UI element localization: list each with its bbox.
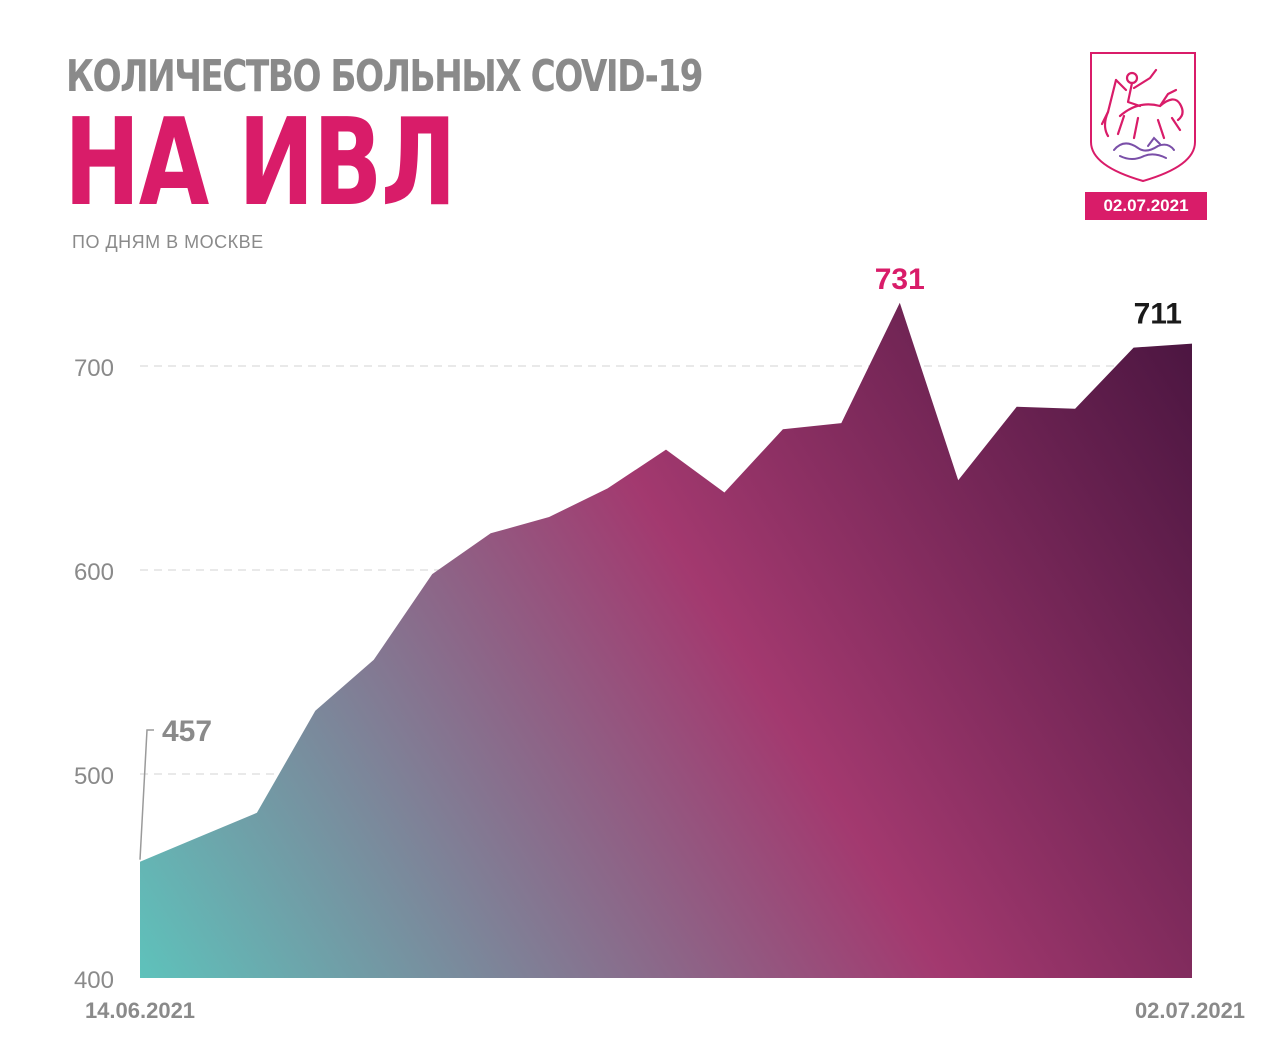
y-tick-label-500: 500 [74, 763, 114, 790]
data-point-3 [314, 709, 317, 712]
y-tick-label-400: 400 [74, 967, 114, 994]
annotation-leader-457 [139, 729, 154, 860]
chart-subtitle: ПО ДНЯМ В МОСКВЕ [72, 232, 264, 252]
data-point-2 [255, 811, 258, 814]
data-point-7 [548, 515, 551, 518]
date-badge: 02.07.2021 [1085, 192, 1207, 220]
data-point-0 [139, 860, 142, 863]
data-point-13 [898, 301, 901, 304]
data-point-11 [781, 428, 784, 431]
chart-title-top: КОЛИЧЕСТВО БОЛЬНЫХ COVID-19 [66, 51, 704, 102]
moscow-coat-of-arms-icon [1090, 52, 1196, 183]
data-point-9 [665, 448, 668, 451]
series-area [140, 302, 1192, 978]
data-point-8 [606, 487, 609, 490]
data-point-14 [957, 479, 960, 482]
data-point-12 [840, 422, 843, 425]
data-point-5 [431, 573, 434, 576]
x-tick-label-end: 02.07.2021 [1135, 998, 1245, 1023]
data-point-10 [723, 491, 726, 494]
data-label-457: 457 [162, 715, 212, 748]
data-point-18 [1191, 342, 1194, 345]
data-point-17 [1132, 346, 1135, 349]
y-tick-label-600: 600 [74, 559, 114, 586]
chart-title-main: НА ИВЛ [64, 94, 457, 233]
data-label-731: 731 [875, 263, 925, 296]
data-point-16 [1074, 407, 1077, 410]
data-point-6 [489, 532, 492, 535]
data-point-15 [1015, 405, 1018, 408]
data-label-711: 711 [1134, 298, 1182, 331]
data-point-4 [372, 658, 375, 661]
y-tick-label-700: 700 [74, 355, 114, 382]
data-point-1 [197, 836, 200, 839]
x-tick-label-start: 14.06.2021 [85, 998, 195, 1023]
